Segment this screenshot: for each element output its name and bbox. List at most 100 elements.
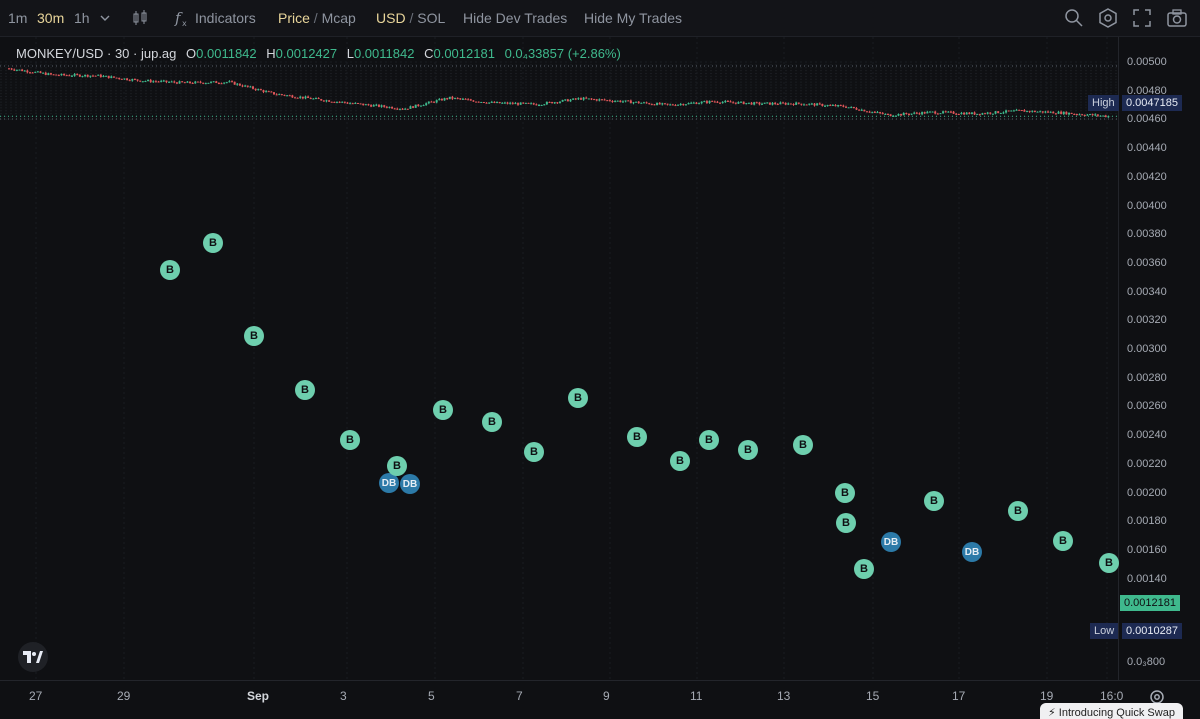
camera-icon[interactable] bbox=[1166, 8, 1188, 28]
mcap-option[interactable]: Mcap bbox=[321, 10, 356, 26]
candle-body bbox=[273, 92, 276, 95]
buy-marker[interactable]: B bbox=[387, 456, 407, 476]
sol-option[interactable]: SOL bbox=[417, 10, 446, 26]
candle-body bbox=[435, 100, 438, 103]
price-tick-label: 0.00400 bbox=[1127, 199, 1167, 212]
zoom-icon[interactable] bbox=[1064, 8, 1084, 28]
candle-body bbox=[763, 102, 766, 104]
candle-body bbox=[671, 104, 674, 106]
high-label: H bbox=[266, 46, 276, 61]
candle-body bbox=[600, 99, 603, 101]
price-tick-label: 0.00380 bbox=[1127, 228, 1167, 241]
buy-marker[interactable]: B bbox=[433, 400, 453, 420]
buy-marker[interactable]: B bbox=[627, 427, 647, 447]
candle-body bbox=[422, 105, 425, 107]
candlestick-plot[interactable] bbox=[0, 37, 1118, 680]
candle-body bbox=[438, 98, 441, 101]
price-chart[interactable] bbox=[0, 37, 1118, 680]
candle-body bbox=[774, 102, 777, 105]
candle-body bbox=[1002, 112, 1005, 114]
quick-swap-banner[interactable]: ⚡ Introducing Quick Swap bbox=[1040, 703, 1183, 719]
buy-marker[interactable]: B bbox=[793, 435, 813, 455]
candle-body bbox=[713, 101, 716, 103]
buy-marker[interactable]: B bbox=[524, 442, 544, 462]
candle-body bbox=[792, 103, 795, 105]
dev-buy-marker[interactable]: DB bbox=[400, 474, 420, 494]
interval-1m-button[interactable]: 1m bbox=[8, 10, 28, 26]
indicators-button[interactable]: Indicators bbox=[195, 10, 256, 26]
candle-body bbox=[278, 94, 281, 96]
hide-dev-trades-button[interactable]: Hide Dev Trades bbox=[463, 10, 568, 26]
buy-marker[interactable]: B bbox=[670, 451, 690, 471]
candle-body bbox=[283, 94, 286, 96]
price-axis[interactable] bbox=[1118, 37, 1200, 680]
candle-body bbox=[737, 102, 740, 104]
interval-30m-button[interactable]: 30m bbox=[37, 10, 65, 26]
usd-option[interactable]: USD bbox=[376, 10, 406, 26]
buy-marker[interactable]: B bbox=[1053, 531, 1073, 551]
candle-body bbox=[805, 104, 808, 106]
candle-body bbox=[68, 75, 71, 77]
candle-body bbox=[52, 74, 55, 76]
buy-marker[interactable]: B bbox=[340, 430, 360, 450]
buy-marker[interactable]: B bbox=[1099, 553, 1119, 573]
candle-body bbox=[181, 81, 184, 83]
candle-body bbox=[847, 107, 850, 109]
chart-toolbar: 1m 30m 1h f x Indicators Price / Mcap US… bbox=[0, 0, 1200, 37]
buy-marker[interactable]: B bbox=[1008, 501, 1028, 521]
candle-body bbox=[965, 112, 968, 115]
candle-body bbox=[1107, 116, 1110, 118]
usd-sol-toggle[interactable]: USD / SOL bbox=[376, 10, 445, 26]
buy-marker[interactable]: B bbox=[738, 440, 758, 460]
candle-body bbox=[881, 113, 884, 115]
candlestick-icon[interactable] bbox=[131, 9, 149, 27]
buy-marker[interactable]: B bbox=[203, 233, 223, 253]
candle-body bbox=[330, 101, 333, 103]
buy-marker[interactable]: B bbox=[160, 260, 180, 280]
buy-marker[interactable]: B bbox=[295, 380, 315, 400]
buy-marker[interactable]: B bbox=[244, 326, 264, 346]
candle-body bbox=[577, 98, 580, 100]
tradingview-logo[interactable] bbox=[18, 642, 48, 672]
buy-marker[interactable]: B bbox=[835, 483, 855, 503]
candle-body bbox=[734, 102, 737, 104]
buy-marker[interactable]: B bbox=[854, 559, 874, 579]
candle-body bbox=[301, 96, 304, 99]
price-tick-label: 0.00340 bbox=[1127, 285, 1167, 298]
candle-body bbox=[194, 81, 197, 84]
hide-my-trades-button[interactable]: Hide My Trades bbox=[584, 10, 683, 26]
price-mcap-toggle[interactable]: Price / Mcap bbox=[278, 10, 356, 26]
candle-body bbox=[425, 103, 428, 106]
candle-body bbox=[446, 98, 449, 100]
candle-body bbox=[986, 112, 989, 114]
chevron-down-icon[interactable] bbox=[100, 14, 110, 22]
candle-body bbox=[1012, 110, 1015, 112]
price-tick-label: 0.0₃800 bbox=[1127, 656, 1166, 668]
candle-body bbox=[629, 100, 632, 104]
candle-body bbox=[1089, 114, 1092, 116]
dev-buy-marker[interactable]: DB bbox=[881, 532, 901, 552]
candle-body bbox=[503, 102, 506, 104]
dev-buy-marker[interactable]: DB bbox=[379, 473, 399, 493]
time-axis[interactable] bbox=[0, 680, 1200, 717]
candle-body bbox=[165, 80, 168, 83]
buy-marker[interactable]: B bbox=[699, 430, 719, 450]
candle-body bbox=[939, 113, 942, 115]
candle-body bbox=[8, 68, 10, 70]
dev-buy-marker[interactable]: DB bbox=[962, 542, 982, 562]
buy-marker[interactable]: B bbox=[568, 388, 588, 408]
candle-body bbox=[829, 105, 832, 107]
candle-body bbox=[511, 102, 514, 104]
buy-marker[interactable]: B bbox=[924, 491, 944, 511]
price-option[interactable]: Price bbox=[278, 10, 310, 26]
candle-body bbox=[459, 98, 462, 100]
fullscreen-icon[interactable] bbox=[1132, 8, 1152, 28]
buy-marker[interactable]: B bbox=[482, 412, 502, 432]
settings-icon[interactable] bbox=[1098, 8, 1118, 28]
interval-1h-button[interactable]: 1h bbox=[74, 10, 90, 26]
candle-body bbox=[789, 103, 792, 105]
candle-body bbox=[412, 106, 415, 108]
candle-body bbox=[191, 83, 194, 85]
candle-body bbox=[490, 101, 493, 103]
buy-marker[interactable]: B bbox=[836, 513, 856, 533]
